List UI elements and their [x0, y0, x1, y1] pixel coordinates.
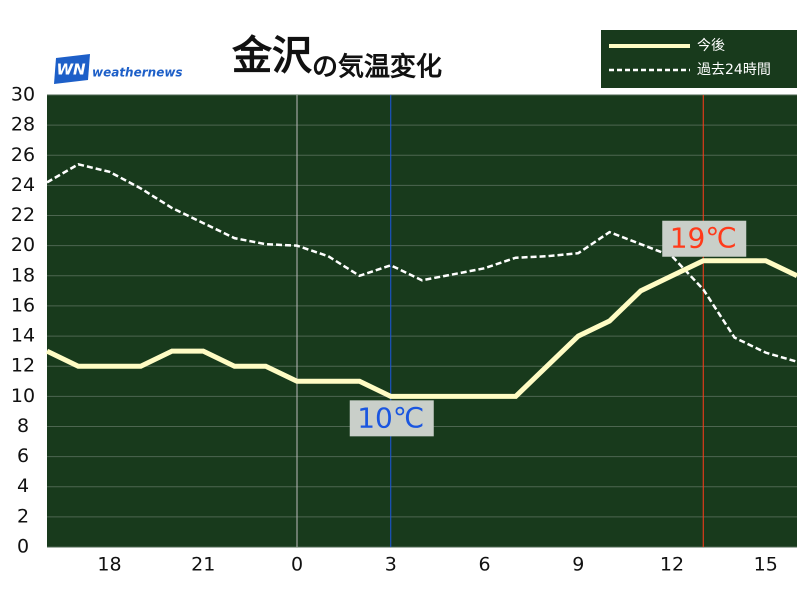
y-tick-label: 20: [11, 234, 35, 256]
series-line: [46, 162, 798, 363]
y-tick-label: 0: [17, 536, 29, 558]
y-tick-label: 24: [11, 174, 35, 196]
legend-label: 過去24時間: [697, 62, 771, 78]
y-tick-label: 28: [11, 114, 35, 136]
chart-title-suffix: の気温変化: [312, 52, 442, 83]
y-tick-label: 8: [17, 415, 29, 437]
x-tick-label: 15: [754, 554, 778, 576]
y-tick-label: 4: [17, 475, 29, 497]
x-tick-label: 18: [97, 554, 121, 576]
y-tick-label: 14: [11, 325, 35, 347]
y-tick-label: 10: [11, 385, 35, 407]
logo-mark: WN: [56, 61, 86, 79]
y-tick-label: 30: [11, 84, 35, 106]
y-tick-label: 16: [11, 294, 35, 316]
y-tick-label: 12: [11, 355, 35, 377]
x-tick-label: 12: [660, 554, 684, 576]
annotation-label: 19℃: [670, 222, 737, 255]
annotation-box: [662, 220, 747, 257]
annotation-label: 10℃: [357, 401, 424, 434]
logo: WN weathernews: [54, 54, 183, 84]
series-line: [45, 258, 799, 399]
annotation-box: [349, 400, 434, 437]
y-tick-label: 18: [11, 264, 35, 286]
x-tick-label: 9: [572, 554, 584, 576]
plot-area: [47, 95, 797, 547]
x-tick-label: 0: [291, 554, 303, 576]
x-tick-label: 6: [478, 554, 490, 576]
chart-title: 金沢: [231, 33, 313, 79]
y-tick-label: 26: [11, 144, 35, 166]
y-tick-label: 2: [17, 505, 29, 527]
legend-box: [601, 30, 797, 88]
y-tick-label: 6: [17, 445, 29, 467]
logo-shape: [54, 54, 90, 84]
y-tick-label: 22: [11, 204, 35, 226]
x-tick-label: 3: [385, 554, 397, 576]
x-tick-label: 21: [191, 554, 215, 576]
legend-label: 今後: [697, 38, 725, 54]
logo-text: weathernews: [92, 66, 183, 80]
